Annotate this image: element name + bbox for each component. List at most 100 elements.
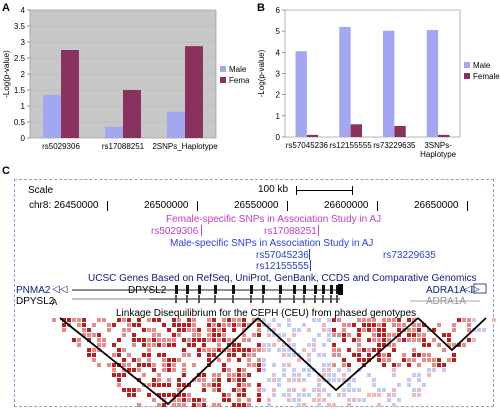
chart-a-bar-male xyxy=(43,94,61,138)
ld-cell xyxy=(397,338,401,342)
ld-cell xyxy=(332,403,336,407)
ld-cell xyxy=(347,383,351,387)
ld-cell xyxy=(492,318,496,322)
ruler-tick-5 xyxy=(467,201,468,211)
ld-cell xyxy=(252,318,256,322)
ld-cell xyxy=(112,353,116,357)
ld-cell xyxy=(237,343,241,347)
ld-cell xyxy=(87,353,91,357)
ld-cell xyxy=(242,388,246,392)
ld-cell xyxy=(157,353,161,357)
ld-cell xyxy=(212,383,216,387)
ld-cell xyxy=(332,378,336,382)
ld-cell xyxy=(327,338,331,342)
chart-a-legend-label: Female xyxy=(229,76,250,85)
ld-cell xyxy=(107,323,111,327)
ld-cell xyxy=(72,318,76,322)
ld-cell xyxy=(357,333,361,337)
ld-cell xyxy=(172,333,176,337)
ld-cell xyxy=(347,403,351,407)
ld-cell xyxy=(242,348,246,352)
chart-b-category-label: rs57045236 xyxy=(286,141,329,150)
ld-cell xyxy=(152,363,156,367)
ld-cell xyxy=(102,343,106,347)
ld-cell xyxy=(352,338,356,342)
ld-cell xyxy=(367,338,371,342)
ld-cell xyxy=(407,333,411,337)
ld-cell xyxy=(187,338,191,342)
ld-cell xyxy=(217,388,221,392)
ld-cell xyxy=(312,398,316,402)
ld-cell xyxy=(237,378,241,382)
ld-cell xyxy=(157,333,161,337)
chart-b-legend-swatch xyxy=(464,62,470,68)
ld-cell xyxy=(187,398,191,402)
ld-cell xyxy=(417,373,421,377)
ld-cell xyxy=(382,333,386,337)
ld-cell xyxy=(277,338,281,342)
ld-cell xyxy=(387,343,391,347)
ld-cell xyxy=(117,383,121,387)
exon xyxy=(198,285,201,294)
ld-cell xyxy=(167,338,171,342)
ld-cell xyxy=(257,348,261,352)
ld-cell xyxy=(317,393,321,397)
male-snp-3: rs12155555 xyxy=(256,261,309,272)
position-5: 26650000 xyxy=(414,200,459,211)
ld-cell xyxy=(207,358,211,362)
ld-cell xyxy=(307,343,311,347)
genes-track-title: UCSC Genes Based on RefSeq, UniProt, Gen… xyxy=(88,273,477,284)
ld-cell xyxy=(372,393,376,397)
ld-cell xyxy=(242,338,246,342)
ld-cell xyxy=(407,383,411,387)
ld-cell xyxy=(267,378,271,382)
chart-a-bar-female xyxy=(185,46,203,138)
ld-cell xyxy=(87,333,91,337)
ld-cell xyxy=(117,373,121,377)
ld-cell xyxy=(422,323,426,327)
ld-cell xyxy=(182,373,186,377)
ld-cell xyxy=(147,328,151,332)
ld-cell xyxy=(282,363,286,367)
adra1a-box xyxy=(473,283,487,294)
ld-cell xyxy=(392,373,396,377)
gene-adra1a-top: ADRA1A xyxy=(426,285,467,296)
ld-cell xyxy=(92,333,96,337)
ld-cell xyxy=(267,348,271,352)
ld-cell xyxy=(337,378,341,382)
ld-cell xyxy=(202,338,206,342)
ld-cell xyxy=(247,383,251,387)
ld-cell xyxy=(392,323,396,327)
ld-cell xyxy=(412,323,416,327)
ld-cell xyxy=(187,353,191,357)
ld-cell xyxy=(407,338,411,342)
ld-cell xyxy=(377,393,381,397)
ld-cell xyxy=(287,353,291,357)
ld-cell xyxy=(362,318,366,322)
ld-cell xyxy=(257,388,261,392)
ld-cell xyxy=(347,368,351,372)
ld-cell xyxy=(372,348,376,352)
ld-cell xyxy=(377,333,381,337)
ld-cell xyxy=(332,318,336,322)
ld-cell xyxy=(377,323,381,327)
ld-cell xyxy=(152,378,156,382)
ld-cell xyxy=(347,363,351,367)
ld-cell xyxy=(127,388,131,392)
ld-cell xyxy=(342,393,346,397)
ld-cell xyxy=(257,358,261,362)
chart-b-bar-female xyxy=(394,125,406,137)
ld-cell xyxy=(222,393,226,397)
ld-cell xyxy=(257,363,261,367)
ld-cell xyxy=(177,383,181,387)
ld-cell xyxy=(142,353,146,357)
ld-cell xyxy=(157,403,161,407)
ld-cell xyxy=(407,318,411,322)
ld-cell xyxy=(282,348,286,352)
ld-cell xyxy=(372,338,376,342)
ld-cell xyxy=(277,323,281,327)
ld-cell xyxy=(357,328,361,332)
ld-cell xyxy=(122,333,126,337)
chart-a-ytick-label: 0 xyxy=(21,134,26,143)
ld-cell xyxy=(392,363,396,367)
